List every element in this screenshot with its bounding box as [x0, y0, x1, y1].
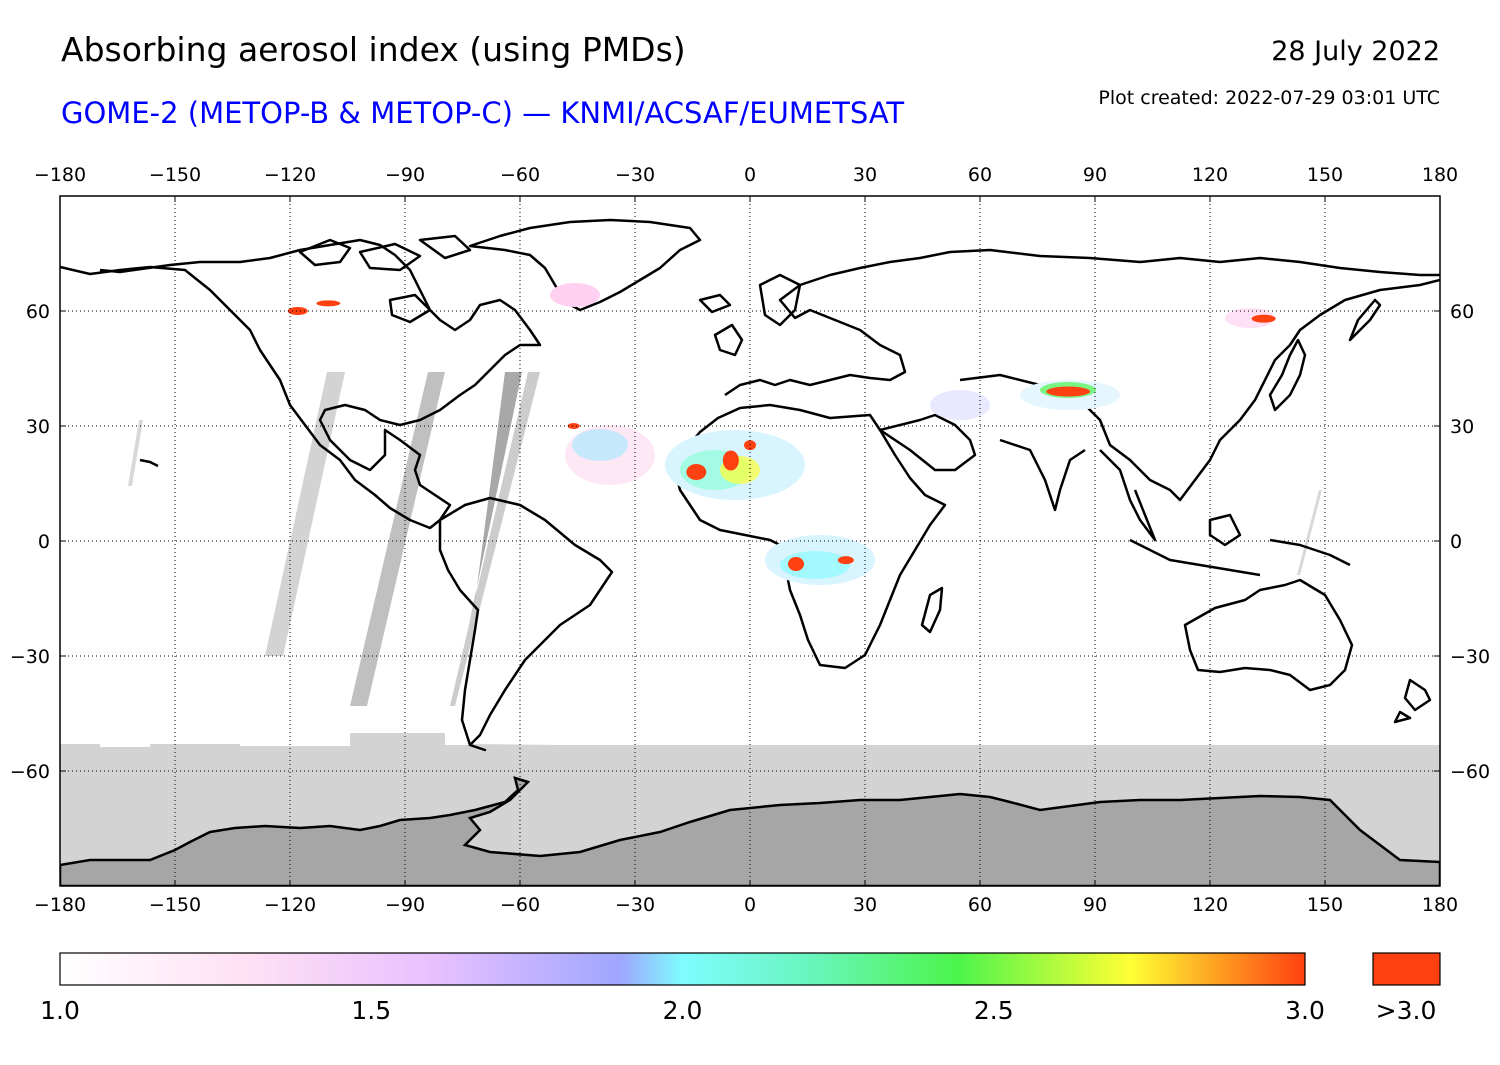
- lon-tick-label: −30: [615, 894, 655, 916]
- colorbar-ticks: 1.0 1.5 2.0 2.5 3.0: [40, 996, 1325, 1025]
- lon-tick-label: −150: [149, 164, 201, 186]
- map-canvas: [60, 196, 1440, 886]
- lat-tick-label: 0: [38, 531, 50, 553]
- lon-tick-label: −180: [34, 894, 86, 916]
- lon-ticks-top: −180 −150 −120 −90 −60 −30 0 30 60 90 120 150 180: [34, 164, 1458, 202]
- orbit-gap-swath: [265, 372, 345, 656]
- lon-tick-label: −60: [500, 164, 540, 186]
- lat-tick-label: −60: [10, 761, 50, 783]
- lon-tick-label: 180: [1422, 164, 1458, 186]
- lon-tick-label: −120: [264, 894, 316, 916]
- map-title: Absorbing aerosol index (using PMDs): [61, 30, 686, 69]
- lon-tick-label: 150: [1307, 894, 1343, 916]
- plot-created-timestamp: Plot created: 2022-07-29 03:01 UTC: [1098, 87, 1440, 109]
- aerosol-hotspot: [722, 450, 739, 471]
- lon-tick-label: 60: [968, 894, 992, 916]
- lat-tick-label: −30: [10, 646, 50, 668]
- orbit-gap-swath: [450, 372, 540, 706]
- lon-tick-label: 180: [1422, 894, 1458, 916]
- lon-tick-label: −180: [34, 164, 86, 186]
- aerosol-hotspot: [744, 440, 756, 451]
- lon-tick-label: 120: [1192, 894, 1228, 916]
- lat-tick-label: −60: [1450, 761, 1490, 783]
- map-gridlines: [60, 196, 1440, 886]
- lon-tick-label: −90: [385, 164, 425, 186]
- lat-ticks-left: 60 30 0 −30 −60: [10, 301, 66, 783]
- colorbar-overflow-swatch: [1372, 952, 1441, 986]
- lat-tick-label: 60: [1450, 301, 1474, 323]
- lon-tick-label: 30: [853, 894, 877, 916]
- map-subtitle: GOME-2 (METOP-B & METOP-C) — KNMI/ACSAF/…: [61, 96, 905, 130]
- lon-tick-label: 120: [1192, 164, 1228, 186]
- observation-date: 28 July 2022: [1271, 36, 1440, 67]
- aerosol-hotspot: [788, 557, 804, 571]
- lon-tick-label: 30: [853, 164, 877, 186]
- colorbar-tick-label: 1.5: [351, 996, 391, 1025]
- aerosol-hotspot: [837, 556, 854, 565]
- lat-tick-label: −30: [1450, 646, 1490, 668]
- lon-tick-label: 90: [1083, 164, 1107, 186]
- aerosol-hotspot: [1251, 314, 1276, 323]
- lat-tick-label: 30: [1450, 416, 1474, 438]
- lon-tick-label: 150: [1307, 164, 1343, 186]
- colorbar-tick-label: 3.0: [1285, 996, 1325, 1025]
- colorbar: [59, 952, 1306, 986]
- aerosol-hotspot: [287, 307, 308, 315]
- colorbar-tick-label: 1.0: [40, 996, 80, 1025]
- colorbar-overflow-label: >3.0: [1376, 996, 1437, 1025]
- aerosol-hotspot: [567, 423, 580, 429]
- orbit-gap-swath: [128, 420, 143, 486]
- aerosol-hotspot: [686, 464, 707, 480]
- colorbar-tick-label: 2.0: [663, 996, 703, 1025]
- lon-tick-label: 60: [968, 164, 992, 186]
- lon-tick-label: 0: [744, 894, 756, 916]
- lat-ticks-right: 60 30 0 −30 −60: [1434, 301, 1490, 783]
- lon-tick-label: 90: [1083, 894, 1107, 916]
- aerosol-hotspots: [287, 300, 1276, 571]
- colorbar-tick-label: 2.5: [974, 996, 1014, 1025]
- lon-ticks-bottom: −180 −150 −120 −90 −60 −30 0 30 60 90 120 150 180: [34, 880, 1458, 916]
- lon-tick-label: −120: [264, 164, 316, 186]
- orbit-gap-swath: [1297, 490, 1322, 575]
- lon-tick-label: 0: [744, 164, 756, 186]
- aerosol-hotspot: [316, 300, 341, 307]
- lat-tick-label: 60: [26, 301, 50, 323]
- lat-tick-label: 0: [1450, 531, 1462, 553]
- coastlines: [60, 218, 1440, 752]
- lon-tick-label: −30: [615, 164, 655, 186]
- orbit-gap-swath: [350, 372, 445, 706]
- lon-tick-label: −150: [149, 894, 201, 916]
- aerosol-hotspot: [1046, 386, 1091, 397]
- lat-tick-label: 30: [26, 416, 50, 438]
- lon-tick-label: −60: [500, 894, 540, 916]
- lon-tick-label: −90: [385, 894, 425, 916]
